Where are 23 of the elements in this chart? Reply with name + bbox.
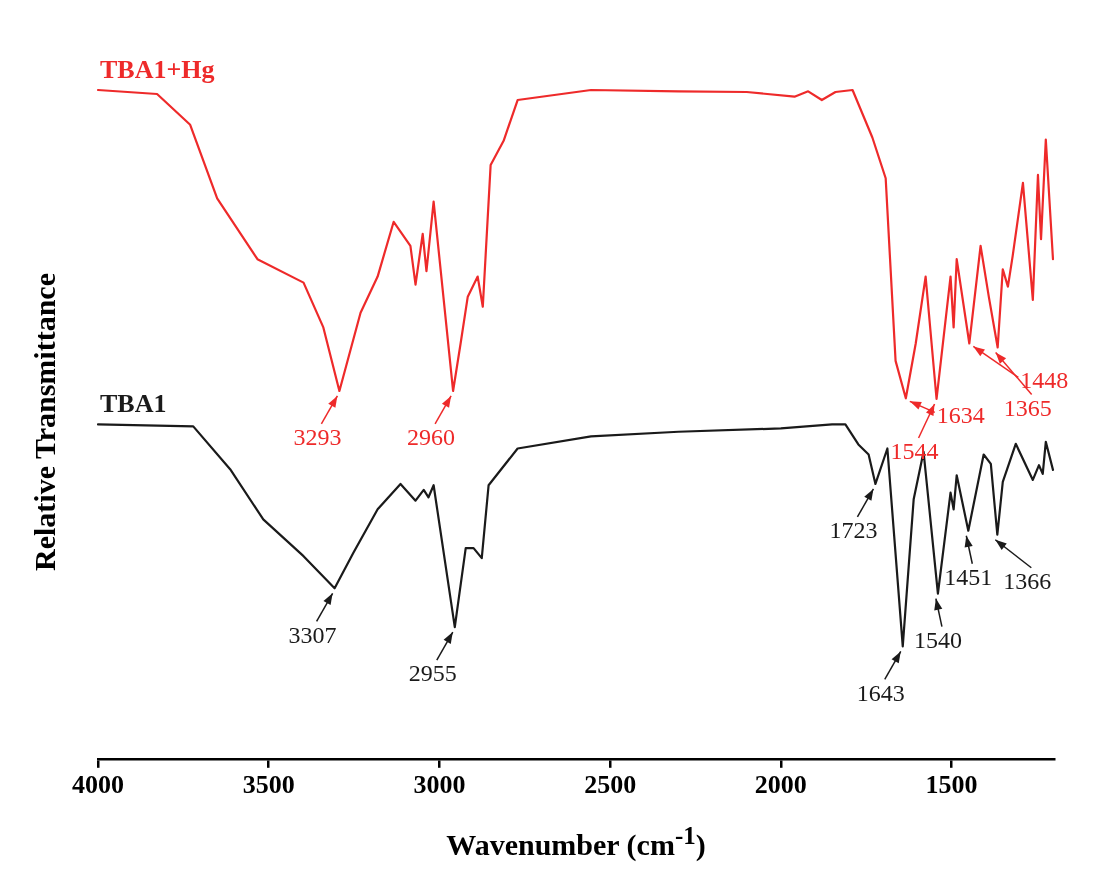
annotation: 2960	[407, 424, 456, 451]
annotation: 1723	[829, 517, 878, 544]
x-tick-label: 2500	[584, 770, 637, 800]
annotation: 1365	[1003, 394, 1052, 421]
annotation: 3307	[288, 621, 337, 648]
x-axis-title: Wavenumber (cm$^{-1}$)	[445, 822, 707, 862]
annotation: 1448	[1020, 366, 1069, 393]
annotation: 1540	[913, 626, 962, 653]
annotation: 1643	[856, 679, 905, 706]
annotation: 1634	[936, 401, 985, 428]
annotation: 1544	[890, 438, 939, 465]
x-tick-label: 3500	[242, 770, 295, 800]
annotation: 1366	[1003, 568, 1052, 595]
annotation: 2955	[408, 660, 457, 687]
series-label: TBA1	[100, 389, 167, 419]
annotation: 3293	[293, 424, 342, 451]
x-tick-label: 2000	[754, 770, 807, 800]
x-tick-label: 4000	[72, 770, 124, 800]
x-tick-label: 1500	[925, 770, 978, 800]
x-tick-label: 3000	[413, 770, 466, 800]
y-axis-title: Relative Transmittance	[28, 272, 62, 573]
annotation: 1451	[944, 564, 993, 591]
series-label: TBA1+Hg	[100, 54, 215, 84]
